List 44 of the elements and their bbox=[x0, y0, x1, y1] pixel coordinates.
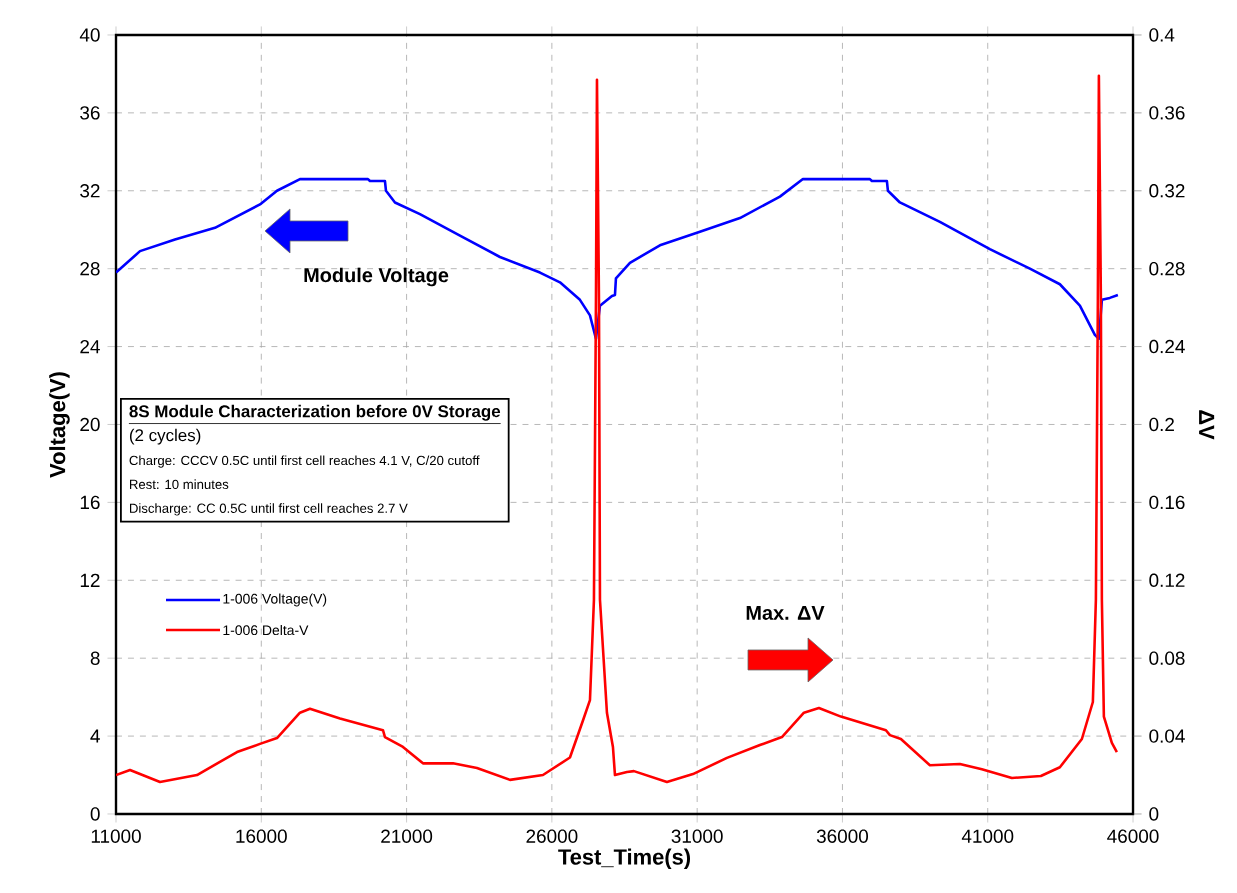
y-tick-label: 20 bbox=[80, 417, 100, 432]
y2-tick-label: 0.4 bbox=[1149, 28, 1175, 42]
x-tick-label: 11000 bbox=[91, 829, 141, 843]
y-tick-label: 36 bbox=[80, 106, 100, 120]
annotation: Discharge: CC 0.5C until first cell reaches 2.7 V bbox=[130, 503, 408, 516]
y-tick-label: 32 bbox=[80, 184, 100, 198]
x-tick-label: 31000 bbox=[671, 829, 723, 843]
line-series bbox=[116, 177, 1120, 341]
y2-tick-label: 0.32 bbox=[1149, 184, 1185, 198]
y2-tick-label: 0 bbox=[1149, 807, 1159, 821]
x-tick-label: 46000 bbox=[1107, 829, 1159, 843]
y-tick-label: 40 bbox=[79, 28, 100, 42]
y2-tick-label: 0.16 bbox=[1149, 495, 1185, 510]
y2-tick-label: 0.12 bbox=[1149, 573, 1185, 587]
x-tick-label: 26000 bbox=[526, 829, 578, 843]
x-tick-label: 36000 bbox=[816, 829, 869, 843]
y2-tick-label: 0.24 bbox=[1149, 339, 1185, 354]
legend-label: 1-006 Voltage(V) bbox=[223, 593, 327, 607]
annotation: Rest: 10 minutes bbox=[130, 479, 229, 490]
y-tick-label: 16 bbox=[80, 495, 100, 510]
annotation: Charge: CCCV 0.5C until first cell reaches 4.1 V, C/20 cutoff bbox=[129, 455, 480, 468]
y2-tick-label: 0.36 bbox=[1149, 106, 1185, 120]
x-tick-label: 21000 bbox=[381, 829, 433, 843]
y2-tick-label: 0.2 bbox=[1149, 417, 1174, 432]
x-tick-label: 41000 bbox=[961, 829, 1014, 843]
x-tick-label: 16000 bbox=[236, 829, 287, 843]
y-tick-label: 28 bbox=[80, 261, 100, 276]
line-series bbox=[116, 74, 1119, 784]
annotation: Max. ΔV bbox=[746, 606, 825, 620]
annotation: Module Voltage bbox=[304, 267, 449, 287]
x-axis-title: Test_Time(s) bbox=[558, 848, 691, 870]
y2-tick-label: 0.28 bbox=[1149, 261, 1185, 276]
y-tick-label: 12 bbox=[80, 573, 100, 587]
y-tick-label: 8 bbox=[90, 651, 100, 665]
y2-axis-title: ΔV bbox=[1199, 410, 1215, 440]
y-tick-label: 0 bbox=[90, 807, 100, 821]
y-tick-label: 24 bbox=[80, 339, 100, 354]
annotation: (2 cycles) bbox=[129, 428, 201, 445]
y2-tick-label: 0.04 bbox=[1149, 729, 1185, 743]
y-tick-label: 4 bbox=[90, 729, 100, 743]
y2-tick-label: 0.08 bbox=[1149, 651, 1185, 665]
annotation: 8S Module Characterization before 0V Storage bbox=[129, 404, 501, 421]
y-axis-title: Voltage(V) bbox=[49, 372, 70, 478]
legend-label: 1-006 Delta-V bbox=[223, 624, 309, 636]
